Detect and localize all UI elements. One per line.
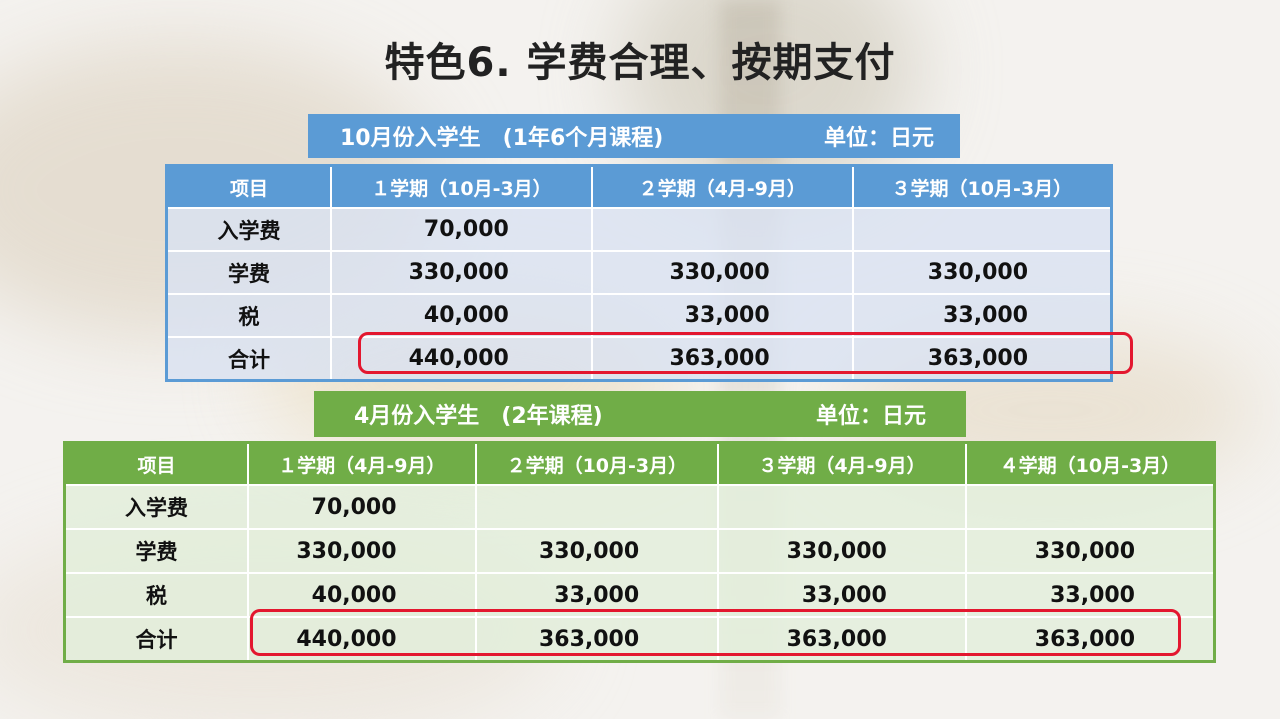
table1-caption-title: 10月份入学生 (1年6个月课程) (340, 126, 664, 151)
table-cell: 330,000 (718, 528, 967, 573)
total-cell: 440,000 (247, 616, 477, 662)
column-header: 项目 (64, 442, 249, 485)
table-cell: 40,000 (331, 293, 593, 337)
table2-caption: 4月份入学生 (2年课程) 单位：日元 (314, 391, 966, 437)
table-row: 入学费 70,000 (166, 207, 1112, 251)
table2-unit-label: 单位：日元 (815, 404, 926, 429)
table-total-row: 合计 440,000 363,000 363,000 (166, 336, 1112, 381)
table-cell: 33,000 (852, 293, 1112, 337)
table-cell: 33,000 (718, 572, 967, 617)
table-cell: 33,000 (591, 293, 854, 337)
column-header: ３学期（10月-3月） (852, 165, 1112, 208)
table-row: 入学费 70,000 (64, 484, 1215, 529)
table2-caption-title: 4月份入学生 (2年课程) (354, 404, 603, 429)
row-label: 税 (166, 293, 333, 337)
column-header: ２学期（4月-9月） (591, 165, 854, 208)
row-label: 学费 (64, 528, 249, 573)
table1-caption: 10月份入学生 (1年6个月课程) 单位：日元 (308, 114, 960, 158)
table-cell: 70,000 (331, 207, 593, 251)
row-label: 学费 (166, 250, 333, 294)
table-cell: 33,000 (965, 572, 1215, 617)
table-header-row: 项目 １学期（4月-9月） ２学期（10月-3月） ３学期（4月-9月） ４学期… (64, 442, 1215, 485)
table-total-row: 合计 440,000 363,000 363,000 363,000 (64, 616, 1215, 662)
table-cell: 33,000 (475, 572, 720, 617)
row-label: 入学费 (64, 484, 249, 529)
total-cell: 440,000 (331, 336, 593, 381)
total-cell: 363,000 (852, 336, 1112, 381)
table-cell (852, 207, 1112, 251)
total-cell: 363,000 (591, 336, 854, 381)
table-cell: 330,000 (247, 528, 477, 573)
column-header: ２学期（10月-3月） (475, 442, 720, 485)
april-intake-fee-table: 项目 １学期（4月-9月） ２学期（10月-3月） ３学期（4月-9月） ４学期… (63, 441, 1216, 663)
table-header-row: 项目 １学期（10月-3月） ２学期（4月-9月） ３学期（10月-3月） (166, 165, 1112, 208)
table-cell: 70,000 (247, 484, 477, 529)
table-cell (591, 207, 854, 251)
table-row: 税 40,000 33,000 33,000 (166, 293, 1112, 337)
column-header: ３学期（4月-9月） (718, 442, 967, 485)
table-row: 税 40,000 33,000 33,000 33,000 (64, 572, 1215, 617)
table-cell (475, 484, 720, 529)
total-cell: 363,000 (965, 616, 1215, 662)
table-cell: 330,000 (965, 528, 1215, 573)
column-header: 项目 (166, 165, 333, 208)
page-title: 特色6. 学费合理、按期支付 (384, 40, 896, 86)
total-cell: 363,000 (475, 616, 720, 662)
table1-unit-label: 单位：日元 (823, 126, 934, 151)
row-label: 合计 (64, 616, 249, 662)
table-cell (718, 484, 967, 529)
total-cell: 363,000 (718, 616, 967, 662)
table-cell: 330,000 (852, 250, 1112, 294)
table-row: 学费 330,000 330,000 330,000 (166, 250, 1112, 294)
column-header: １学期（10月-3月） (331, 165, 593, 208)
column-header: ４学期（10月-3月） (965, 442, 1215, 485)
table-row: 学费 330,000 330,000 330,000 330,000 (64, 528, 1215, 573)
october-intake-fee-table: 项目 １学期（10月-3月） ２学期（4月-9月） ３学期（10月-3月） 入学… (165, 164, 1113, 382)
table-cell (965, 484, 1215, 529)
column-header: １学期（4月-9月） (247, 442, 477, 485)
table-cell: 40,000 (247, 572, 477, 617)
row-label: 合计 (166, 336, 333, 381)
row-label: 入学费 (166, 207, 333, 251)
table-cell: 330,000 (475, 528, 720, 573)
table-cell: 330,000 (591, 250, 854, 294)
table-cell: 330,000 (331, 250, 593, 294)
row-label: 税 (64, 572, 249, 617)
